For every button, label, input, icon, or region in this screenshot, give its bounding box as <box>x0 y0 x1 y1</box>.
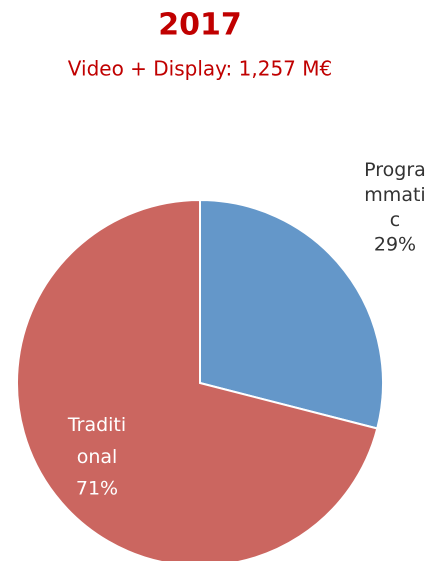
pie-slice <box>199 198 384 430</box>
value-label: 71% <box>76 478 118 500</box>
pie-slice <box>16 198 379 561</box>
slice-label: Traditi onal <box>67 414 126 468</box>
chart-subtitle: Video + Display: 1,257 M€ <box>68 57 332 81</box>
chart-title: 2017 <box>158 8 242 43</box>
slice-label: Progra mmati c <box>364 159 426 231</box>
value-label: 29% <box>374 234 416 256</box>
